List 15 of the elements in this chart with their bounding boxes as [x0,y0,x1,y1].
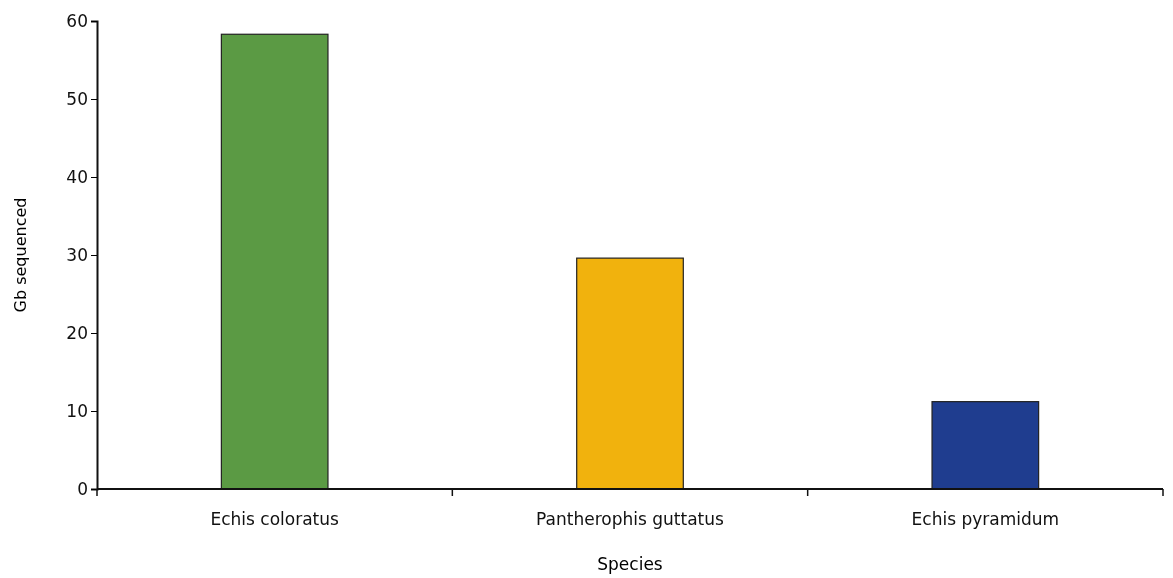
x-tick-label: Pantherophis guttatus [536,509,725,529]
x-tick-label: Echis coloratus [210,509,340,529]
y-tick-label: 10 [66,400,88,421]
y-tick-label: 50 [66,88,88,109]
bar [220,33,329,490]
y-tick-label: 20 [66,322,88,343]
bar [931,401,1040,490]
bar [576,257,684,490]
y-axis-title: Gb sequenced [11,197,30,313]
y-tick-label: 40 [66,166,88,187]
y-tick-label: 60 [66,10,88,31]
y-tick-label: 0 [77,478,88,499]
y-tick-label: 30 [66,244,88,265]
x-axis-title: Species [597,554,663,574]
x-tick-label: Echis pyramidum [911,509,1060,529]
